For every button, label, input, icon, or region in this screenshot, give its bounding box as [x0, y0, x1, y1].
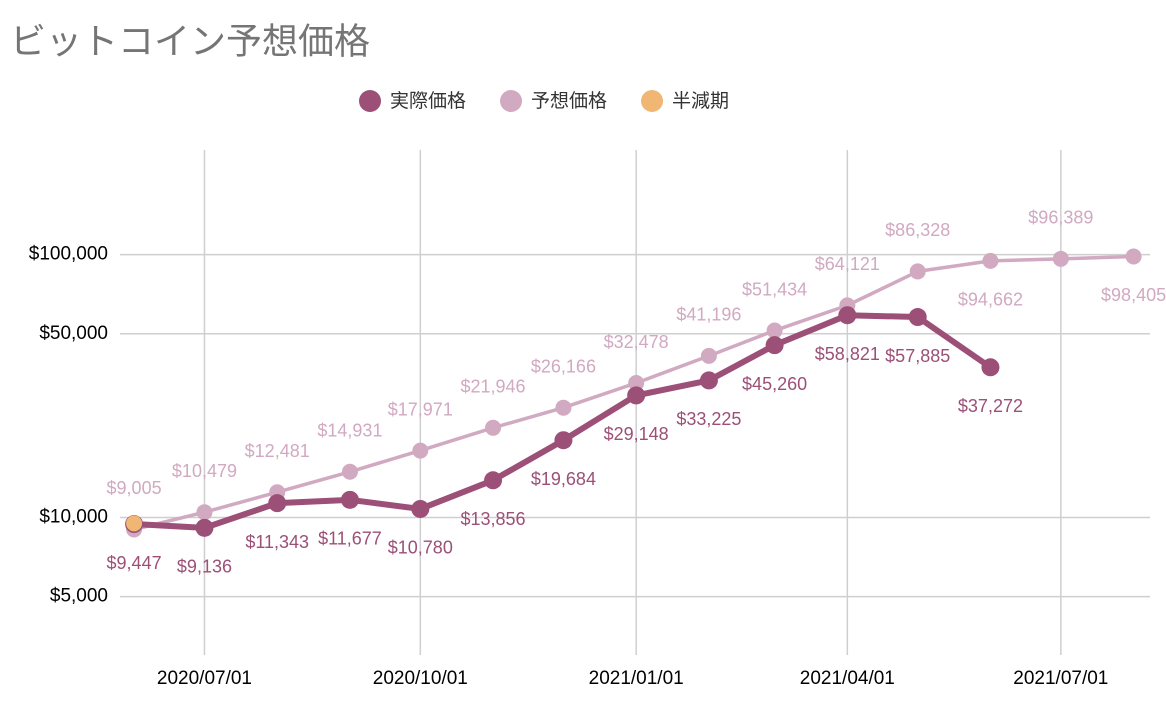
data-point — [126, 515, 143, 532]
data-point — [484, 471, 503, 490]
data-label: $9,136 — [177, 557, 232, 577]
data-point — [765, 336, 784, 355]
data-point — [341, 463, 358, 480]
data-label: $41,196 — [676, 305, 741, 325]
data-label: $33,225 — [676, 409, 741, 429]
data-label: $10,780 — [388, 538, 453, 558]
data-label: $29,148 — [604, 424, 669, 444]
data-label: $11,677 — [318, 529, 382, 549]
x-tick-label: 2020/10/01 — [373, 668, 468, 689]
x-tick-label: 2021/07/01 — [1013, 668, 1108, 689]
data-label: $37,272 — [958, 396, 1023, 416]
data-label: $45,260 — [742, 374, 807, 394]
x-tick-label: 2020/07/01 — [157, 668, 252, 689]
data-label: $21,946 — [461, 377, 526, 397]
y-tick-label: $100,000 — [29, 244, 108, 265]
legend-label: 実際価格 — [390, 90, 466, 112]
data-point — [485, 419, 502, 436]
chart-title: ビットコイン予想価格 — [10, 21, 370, 62]
legend-label: 半減期 — [672, 90, 729, 112]
legend-marker — [641, 90, 664, 112]
data-label: $13,856 — [461, 509, 526, 529]
data-point — [908, 308, 927, 327]
data-label: $94,662 — [958, 290, 1023, 310]
data-label: $12,481 — [245, 441, 310, 461]
data-point — [554, 431, 573, 450]
data-point — [195, 518, 214, 537]
data-point — [909, 263, 926, 280]
data-point — [766, 322, 783, 339]
data-point — [700, 347, 717, 364]
data-point — [628, 375, 645, 392]
data-label: $64,121 — [815, 254, 880, 274]
data-point — [627, 386, 646, 405]
x-tick-label: 2021/01/01 — [589, 668, 684, 689]
data-label: $14,931 — [317, 421, 382, 441]
data-label: $11,343 — [245, 532, 309, 552]
x-tick-label: 2021/04/01 — [800, 668, 895, 689]
data-label: $98,405 — [1101, 285, 1166, 305]
y-tick-label: $5,000 — [50, 586, 108, 607]
data-label: $10,479 — [172, 461, 237, 481]
data-point — [981, 358, 1000, 377]
data-point — [268, 494, 287, 513]
data-label: $51,434 — [742, 279, 807, 299]
data-point — [411, 499, 430, 518]
legend-marker — [500, 90, 523, 112]
data-point — [838, 306, 857, 325]
data-point — [555, 399, 572, 416]
data-label: $58,821 — [815, 344, 880, 364]
data-label: $96,389 — [1028, 208, 1093, 228]
data-label: $26,166 — [531, 356, 596, 376]
data-label: $86,328 — [885, 220, 950, 240]
legend-marker — [359, 90, 381, 112]
data-label: $19,684 — [531, 469, 596, 489]
data-point — [412, 442, 429, 459]
data-label: $57,885 — [885, 346, 950, 366]
data-point — [340, 490, 359, 509]
data-point — [1125, 248, 1142, 265]
y-tick-label: $10,000 — [39, 507, 108, 528]
data-label: $32,478 — [604, 332, 669, 352]
data-point — [196, 504, 213, 521]
data-point — [982, 252, 999, 269]
y-tick-label: $50,000 — [39, 323, 108, 344]
data-point — [699, 371, 718, 390]
data-point — [1052, 250, 1069, 267]
data-label: $17,971 — [388, 399, 453, 419]
data-label: $9,447 — [107, 553, 162, 573]
legend-label: 予想価格 — [531, 90, 607, 112]
data-label: $9,005 — [107, 478, 162, 498]
